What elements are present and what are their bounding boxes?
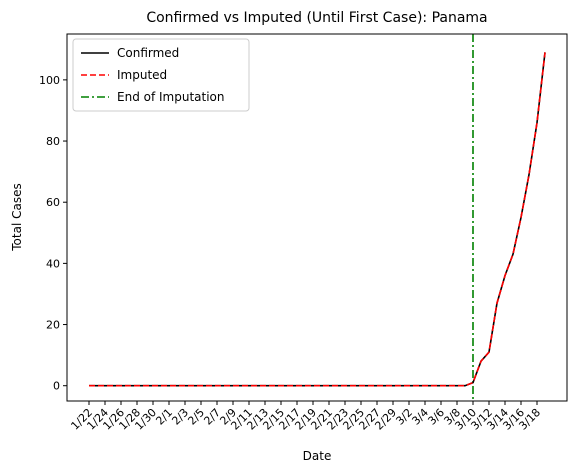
y-tick-label: 60 xyxy=(46,196,60,209)
legend-box xyxy=(72,38,250,112)
plot-frame xyxy=(66,33,568,402)
y-tick-label: 100 xyxy=(39,74,60,87)
x-axis-label: Date xyxy=(303,449,332,463)
y-tick-label: 0 xyxy=(53,380,60,393)
series-line-imputed xyxy=(89,52,546,387)
y-tick-label: 80 xyxy=(46,135,60,148)
plot-area xyxy=(89,34,546,401)
legend-label: Confirmed xyxy=(117,46,179,60)
chart-title: Confirmed vs Imputed (Until First Case):… xyxy=(146,10,487,26)
legend-label: Imputed xyxy=(117,68,167,82)
y-tick-label: 20 xyxy=(46,319,60,332)
axis-ticks: 0204060801001/221/241/261/281/302/12/32/… xyxy=(39,74,543,433)
y-tick-label: 40 xyxy=(46,257,60,270)
legend-label: End of Imputation xyxy=(117,90,225,104)
y-axis-label: Total Cases xyxy=(10,183,24,251)
legend: Confirmed Imputed End of Imputation xyxy=(72,38,250,112)
